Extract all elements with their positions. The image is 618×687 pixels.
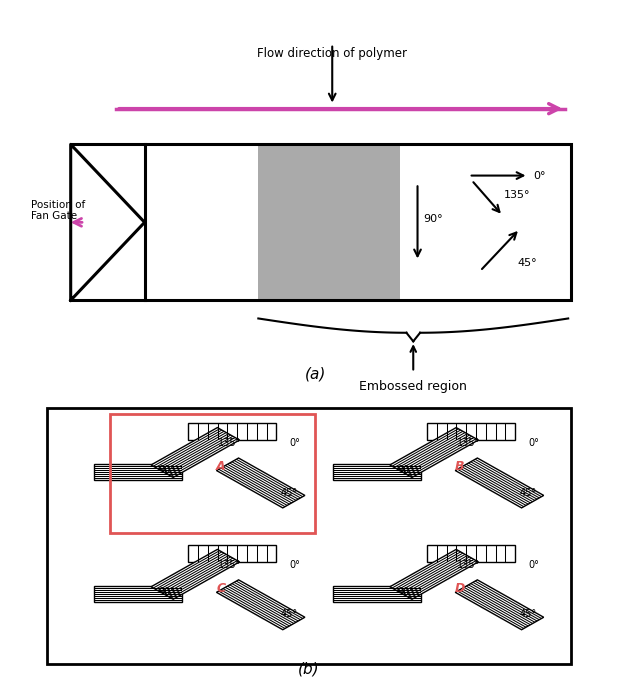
Text: A: A xyxy=(216,460,226,473)
Polygon shape xyxy=(427,545,515,562)
Polygon shape xyxy=(95,585,182,602)
Text: 0°: 0° xyxy=(289,560,300,570)
Text: 90°: 90° xyxy=(158,465,176,475)
Bar xyxy=(110,414,315,532)
Text: 90°: 90° xyxy=(158,587,176,597)
Polygon shape xyxy=(390,550,478,599)
Text: 45°: 45° xyxy=(519,488,536,497)
Text: 90°: 90° xyxy=(423,214,443,224)
Text: D: D xyxy=(454,583,465,595)
Polygon shape xyxy=(70,144,145,300)
Polygon shape xyxy=(95,464,182,480)
Polygon shape xyxy=(333,464,421,480)
Polygon shape xyxy=(455,580,544,630)
Text: Flow direction of polymer: Flow direction of polymer xyxy=(257,47,407,60)
Polygon shape xyxy=(188,545,276,562)
Text: 0°: 0° xyxy=(533,170,546,181)
Text: Position of
Fan Gate: Position of Fan Gate xyxy=(31,200,85,221)
Polygon shape xyxy=(151,550,240,599)
Text: 135°: 135° xyxy=(218,560,241,570)
Text: 45°: 45° xyxy=(281,488,298,497)
Text: 135°: 135° xyxy=(457,560,480,570)
Polygon shape xyxy=(151,427,240,477)
Polygon shape xyxy=(216,458,305,508)
Polygon shape xyxy=(455,458,544,508)
Text: 45°: 45° xyxy=(519,609,536,620)
Text: B: B xyxy=(455,460,464,473)
Text: 0°: 0° xyxy=(528,438,539,448)
Text: 90°: 90° xyxy=(397,587,414,597)
Text: (b): (b) xyxy=(298,662,320,677)
Text: 0°: 0° xyxy=(528,560,539,570)
Text: (a): (a) xyxy=(305,366,326,381)
Polygon shape xyxy=(216,580,305,630)
Text: Embossed region: Embossed region xyxy=(359,380,467,393)
Bar xyxy=(145,144,571,300)
Text: 45°: 45° xyxy=(281,609,298,620)
Polygon shape xyxy=(390,427,478,477)
Text: 0°: 0° xyxy=(289,438,300,448)
Text: 135°: 135° xyxy=(457,438,480,448)
Bar xyxy=(48,407,570,664)
Text: 135°: 135° xyxy=(218,438,241,448)
Polygon shape xyxy=(188,423,276,440)
Text: C: C xyxy=(216,583,226,595)
Text: 45°: 45° xyxy=(517,258,536,268)
Polygon shape xyxy=(333,585,421,602)
Bar xyxy=(258,144,400,300)
Polygon shape xyxy=(427,423,515,440)
Text: 90°: 90° xyxy=(397,465,414,475)
Text: 135°: 135° xyxy=(504,190,530,200)
